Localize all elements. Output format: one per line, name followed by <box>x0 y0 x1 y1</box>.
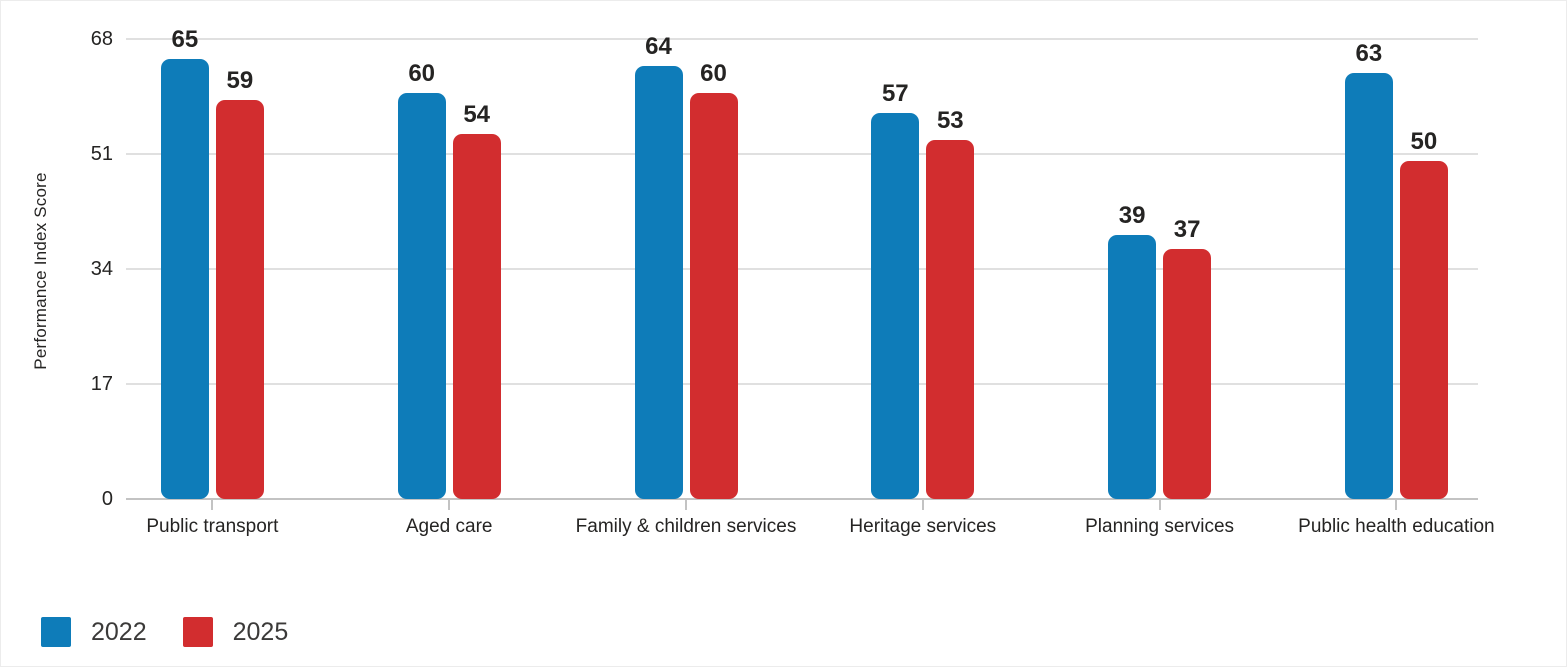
bar-2025 <box>689 93 738 499</box>
bar-2022 <box>871 113 920 499</box>
x-tick-mark <box>1395 499 1398 510</box>
category-label: Family & children services <box>575 516 797 537</box>
value-label: 50 <box>1410 127 1438 155</box>
legend-item-2025: 2025 <box>182 617 289 647</box>
value-label: 39 <box>1118 202 1146 230</box>
bar-2025 <box>215 99 264 499</box>
y-tick-label: 0 <box>101 488 113 510</box>
category-label: Planning services <box>1085 516 1235 537</box>
y-tick-label: 17 <box>90 373 113 395</box>
legend-label: 2022 <box>91 617 147 646</box>
bar-2022 <box>1344 72 1393 499</box>
legend-swatch <box>41 617 71 647</box>
y-tick-label: 68 <box>90 28 113 50</box>
bar-2022 <box>397 93 446 499</box>
bar-2025 <box>1163 248 1212 499</box>
value-label: 59 <box>226 66 254 94</box>
value-label: 54 <box>463 100 491 128</box>
y-tick-label: 34 <box>90 258 113 280</box>
bar-2022 <box>160 59 209 499</box>
category-label: Aged care <box>405 516 493 537</box>
x-tick-mark <box>211 499 214 510</box>
x-tick-mark <box>448 499 451 510</box>
category-label: Heritage services <box>849 516 997 537</box>
value-label: 64 <box>645 33 672 61</box>
x-axis-line <box>126 498 1478 500</box>
value-label: 63 <box>1355 39 1383 67</box>
gridline <box>126 153 1478 155</box>
x-tick-mark <box>1158 499 1161 510</box>
x-tick-mark <box>921 499 924 510</box>
y-tick-label: 51 <box>90 143 113 165</box>
gridline <box>126 383 1478 385</box>
legend-label: 2025 <box>232 617 289 646</box>
value-label: 53 <box>936 107 964 135</box>
gridline <box>126 38 1478 40</box>
category-label: Public transport <box>146 516 279 537</box>
value-label: 57 <box>881 80 909 108</box>
bar-2025 <box>1399 160 1448 499</box>
bar-2025 <box>926 140 975 499</box>
value-label: 37 <box>1173 215 1201 243</box>
legend-item-2022: 2022 <box>41 617 147 647</box>
value-label: 60 <box>408 60 436 88</box>
bar-2022 <box>634 66 683 499</box>
value-label: 65 <box>171 26 199 54</box>
bar-2025 <box>452 133 501 499</box>
legend: 2022 2025 <box>41 617 288 647</box>
value-label: 60 <box>700 60 727 88</box>
category-label: Public health education <box>1298 516 1495 537</box>
x-tick-mark <box>685 499 687 510</box>
gridline <box>126 268 1478 270</box>
legend-swatch <box>182 617 213 647</box>
bar-2022 <box>1108 235 1157 499</box>
